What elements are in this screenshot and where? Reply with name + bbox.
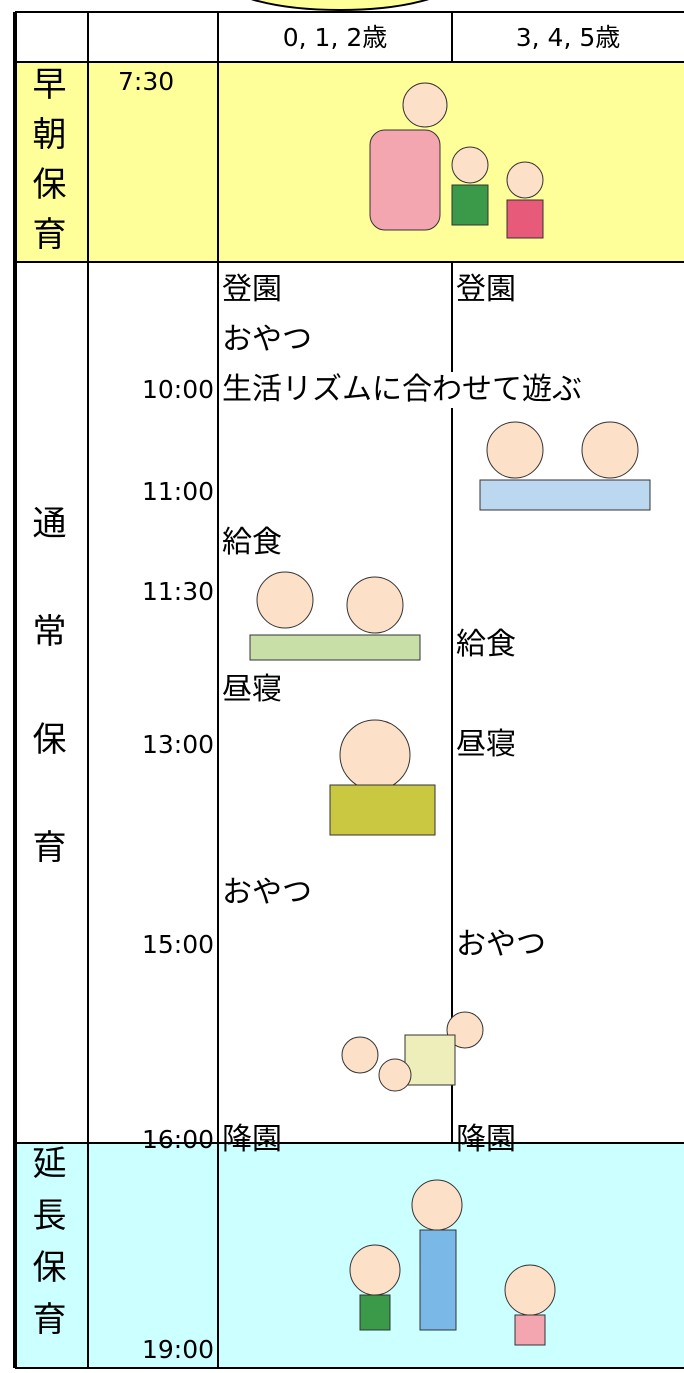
illustration-story — [341, 1011, 484, 1092]
illustration-lunch — [249, 571, 421, 661]
activity: 給食 — [456, 627, 516, 662]
column-header: 3, 4, 5歳 — [515, 23, 621, 52]
activity: 昼寝 — [456, 727, 516, 762]
section-label: 通常保育 — [26, 505, 66, 937]
illustration-dance — [349, 1179, 556, 1346]
activity: 登園 — [456, 272, 516, 307]
column-header: 0, 1, 2歳 — [282, 23, 388, 52]
time-label: 19:00 — [141, 1335, 214, 1364]
early-row-bg — [15, 62, 684, 262]
title-ellipse — [250, 0, 430, 11]
section-label: 早朝保育 — [26, 66, 66, 266]
activity: おやつ — [222, 875, 312, 910]
activity: 給食 — [222, 525, 282, 560]
activity: 昼寝 — [222, 672, 282, 707]
time-label: 11:00 — [141, 477, 214, 506]
section-label: 延長保育 — [26, 1145, 66, 1353]
activity: 降園 — [222, 1122, 282, 1157]
illustration-play — [479, 421, 651, 511]
time-label: 16:00 — [141, 1125, 214, 1154]
time-label: 15:00 — [141, 930, 214, 959]
time-label: 11:30 — [141, 577, 214, 606]
time-label: 7:30 — [118, 67, 175, 96]
illustration-nap — [329, 719, 436, 836]
illustration-teacher-children — [369, 82, 544, 239]
normal-label-bg — [15, 262, 88, 1143]
activity: 降園 — [456, 1122, 516, 1157]
activity: おやつ — [222, 322, 312, 357]
activity: 登園 — [222, 272, 282, 307]
time-label: 10:00 — [141, 375, 214, 404]
shared-activity: 生活リズムに合わせて遊ぶ — [222, 372, 582, 408]
activity: おやつ — [456, 927, 546, 962]
extended-row-bg — [15, 1143, 684, 1368]
time-label: 13:00 — [141, 730, 214, 759]
